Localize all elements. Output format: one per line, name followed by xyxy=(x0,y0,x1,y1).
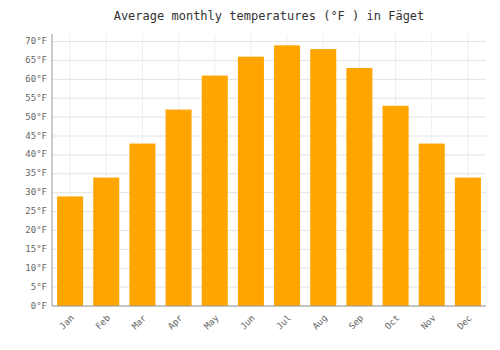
x-tick-label: Oct xyxy=(383,313,402,332)
x-tick-label: Nov xyxy=(419,313,438,332)
chart-title: Average monthly temperatures (°F ) in Fä… xyxy=(114,9,425,23)
y-tick-label: 45°F xyxy=(25,131,47,141)
bars xyxy=(57,45,481,306)
x-tick-label: Jul xyxy=(274,313,293,332)
bar xyxy=(166,110,192,306)
bar xyxy=(419,144,445,306)
y-grid-line xyxy=(52,98,486,99)
y-tick-label: 55°F xyxy=(25,93,47,103)
y-grid-line xyxy=(52,79,486,80)
y-grid-line xyxy=(52,117,486,118)
y-axis-line xyxy=(52,34,53,306)
bar xyxy=(238,57,264,306)
x-tick-label: May xyxy=(202,312,221,331)
bar xyxy=(455,178,481,306)
grid xyxy=(52,34,486,306)
y-grid-line xyxy=(52,41,486,42)
y-tick-label: 65°F xyxy=(25,55,47,65)
bar xyxy=(57,196,83,306)
y-tick-label: 0°F xyxy=(31,301,47,311)
y-tick-label: 60°F xyxy=(25,74,47,84)
chart-container: 0°F 5°F 10°F 15°F 20°F 25°F 30°F 35°F 40°F 45°F 50… xyxy=(0,0,500,350)
y-tick-label: 20°F xyxy=(25,225,47,235)
y-tick-labels: 0°F 5°F 10°F 15°F 20°F 25°F 30°F 35°F 40°F 45°F 50… xyxy=(25,36,47,310)
x-tick-label: Jun xyxy=(238,313,257,332)
x-tick-label: Mar xyxy=(130,312,149,331)
y-grid-line xyxy=(52,306,486,307)
y-grid-line xyxy=(52,136,486,137)
page: {"chart_data": {"type": "bar", "title": … xyxy=(0,0,500,350)
y-grid-line xyxy=(52,60,486,61)
y-tick-label: 10°F xyxy=(25,263,47,273)
x-tick-label: Dec xyxy=(455,313,474,332)
bar xyxy=(93,178,119,306)
x-tick-label: Jan xyxy=(57,313,76,332)
bar xyxy=(202,76,228,306)
bar xyxy=(383,106,409,306)
x-tick-label: Aug xyxy=(311,313,330,332)
chart-svg: 0°F 5°F 10°F 15°F 20°F 25°F 30°F 35°F 40°F 45°F 50… xyxy=(0,0,500,350)
x-tick-label: Feb xyxy=(94,313,113,332)
bar xyxy=(346,68,372,306)
bar xyxy=(274,45,300,306)
x-tick-label: Apr xyxy=(166,312,185,331)
x-tick-label: Sep xyxy=(347,313,366,332)
x-tick-labels: Jan Feb Mar Apr May Jun Jul Aug Sep Oct Nov Dec xyxy=(57,312,473,331)
bar xyxy=(310,49,336,306)
y-tick-label: 50°F xyxy=(25,112,47,122)
y-tick-label: 35°F xyxy=(25,168,47,178)
y-tick-label: 70°F xyxy=(25,36,47,46)
y-tick-label: 30°F xyxy=(25,187,47,197)
y-tick-label: 25°F xyxy=(25,206,47,216)
y-tick-label: 40°F xyxy=(25,149,47,159)
y-tick-label: 5°F xyxy=(31,282,47,292)
bar xyxy=(129,144,155,306)
y-tick-label: 15°F xyxy=(25,244,47,254)
x-axis-line xyxy=(52,306,486,307)
